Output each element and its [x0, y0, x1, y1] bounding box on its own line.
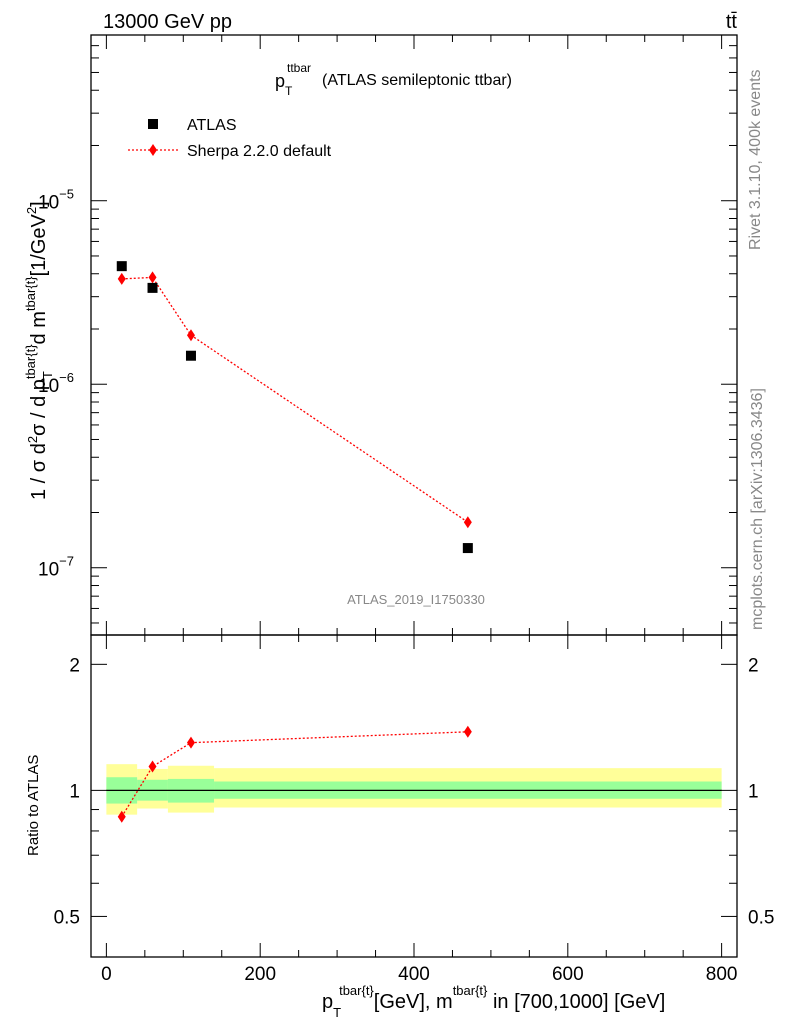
xlabel-b: T [333, 1005, 341, 1020]
ratio-plot-frame [90, 634, 738, 958]
atlas-point [185, 350, 196, 361]
ratio-y-tick-label-right: 1 [748, 781, 759, 802]
main-y-tick-label-exp: −6 [59, 370, 74, 385]
ylabel-e: tbar{t} [23, 344, 38, 379]
main-y-tick-label-base: 10 [38, 376, 59, 397]
plot-title: p T ttbar (ATLAS semileptonic ttbar) [275, 61, 512, 98]
main-y-tick-label: 10−5 [38, 187, 74, 214]
ylabel-j: ] [28, 201, 50, 207]
main-y-tick-label-base: 10 [38, 560, 59, 581]
ylabel-b: 2 [25, 436, 40, 443]
ratio-sherpa-point [148, 760, 157, 773]
ylabel-i: 2 [24, 207, 39, 214]
sherpa-point [463, 516, 472, 529]
title-main: p [275, 71, 285, 91]
legend-atlas-label: ATLAS [187, 117, 237, 134]
mcplots-label: mcplots.cern.ch [arXiv:1306.3436] [749, 388, 766, 630]
ratio-sherpa-point [463, 725, 472, 738]
ratio-data-marks [117, 725, 472, 823]
main-ticks: 10−710−610−5 [38, 34, 737, 635]
main-y-tick-label: 10−6 [38, 370, 74, 397]
title-rest: (ATLAS semileptonic ttbar) [322, 72, 512, 89]
ratio-sherpa-point [186, 736, 195, 749]
ratio-y-tick-label-left: 0.5 [54, 907, 80, 928]
xlabel-d: [GeV], m [374, 991, 453, 1013]
atlas-point [116, 261, 127, 272]
sherpa-point [117, 272, 126, 285]
main-data-marks [116, 261, 473, 554]
ratio-y-axis-label: Ratio to ATLAS [25, 755, 42, 856]
ratio-y-tick-label-right: 2 [748, 655, 759, 676]
ratio-uncertainty-bands [106, 764, 722, 815]
xlabel-f: in [700,1000] [GeV] [487, 991, 665, 1013]
ylabel-c: σ / d p [28, 379, 50, 436]
ratio-sherpa-point [117, 810, 126, 823]
analysis-watermark: ATLAS_2019_I1750330 [347, 592, 485, 607]
ratio-y-tick-label-left: 2 [69, 655, 80, 676]
ylabel-h: [1/GeV [28, 213, 50, 276]
main-panel: 10−710−610−5 p T ttbar (ATLAS semilepton… [23, 34, 738, 636]
header-process-label: 13000 GeV pp [103, 11, 232, 33]
x-tick-label: 200 [244, 964, 276, 985]
xlabel-a: p [322, 991, 333, 1013]
ratio-y-tick-label-right: 0.5 [748, 907, 774, 928]
rivet-version-label: Rivet 3.1.10, 400k events [747, 69, 764, 250]
x-tick-label: 800 [706, 964, 738, 985]
atlas-point [462, 543, 473, 554]
header-ttbar-label: tt̄ [726, 11, 738, 33]
ratio-sherpa-line [121, 731, 468, 818]
ylabel-f: d m [28, 311, 50, 344]
svg-text:1 / σ d2σ / d pTtbar{t}d mtbar: 1 / σ d2σ / d pTtbar{t}d mtbar{t}[1/GeV2… [23, 201, 55, 500]
ylabel-g: tbar{t} [23, 276, 38, 311]
legend-sherpa-label: Sherpa 2.2.0 default [187, 143, 332, 160]
main-y-tick-label-exp: −7 [59, 554, 74, 569]
x-tick-label: 600 [552, 964, 584, 985]
ylabel-a: 1 / σ d [28, 443, 50, 500]
legend-atlas-marker [148, 119, 158, 129]
legend: ATLAS Sherpa 2.2.0 default [128, 117, 332, 160]
xlabel-c: tbar{t} [339, 983, 374, 998]
main-y-tick-label: 10−7 [38, 554, 74, 581]
x-tick-label: 0 [101, 964, 112, 985]
title-sub: T [285, 84, 293, 98]
x-tick-label: 400 [398, 964, 430, 985]
ylabel-d: T [40, 371, 55, 379]
x-axis-label: pTtbar{t}[GeV], mtbar{t} in [700,1000] [… [322, 983, 665, 1020]
sherpa-point [186, 329, 195, 342]
svg-text:pTtbar{t}[GeV], mtbar{t} in [7: pTtbar{t}[GeV], mtbar{t} in [700,1000] [… [322, 983, 665, 1020]
ratio-panel: 0 200 400 600 800 0.5 0.5 1 1 2 2 Ratio to ATLAS p… [25, 634, 774, 1020]
atlas-point [147, 282, 158, 293]
title-sup: ttbar [287, 61, 311, 75]
sherpa-line [121, 276, 469, 523]
main-y-tick-label-base: 10 [38, 193, 59, 214]
legend-sherpa-marker [149, 144, 157, 156]
ratio-y-tick-label-left: 1 [69, 781, 80, 802]
sherpa-point [148, 271, 157, 284]
main-y-axis-label: 1 / σ d2σ / d pTtbar{t}d mtbar{t}[1/GeV2… [23, 201, 55, 500]
xlabel-e: tbar{t} [453, 983, 488, 998]
ratio-ticks: 0 200 400 600 800 0.5 0.5 1 1 2 2 [54, 635, 774, 985]
main-y-tick-label-exp: −5 [59, 187, 74, 202]
svg-text:p: p [275, 71, 285, 91]
